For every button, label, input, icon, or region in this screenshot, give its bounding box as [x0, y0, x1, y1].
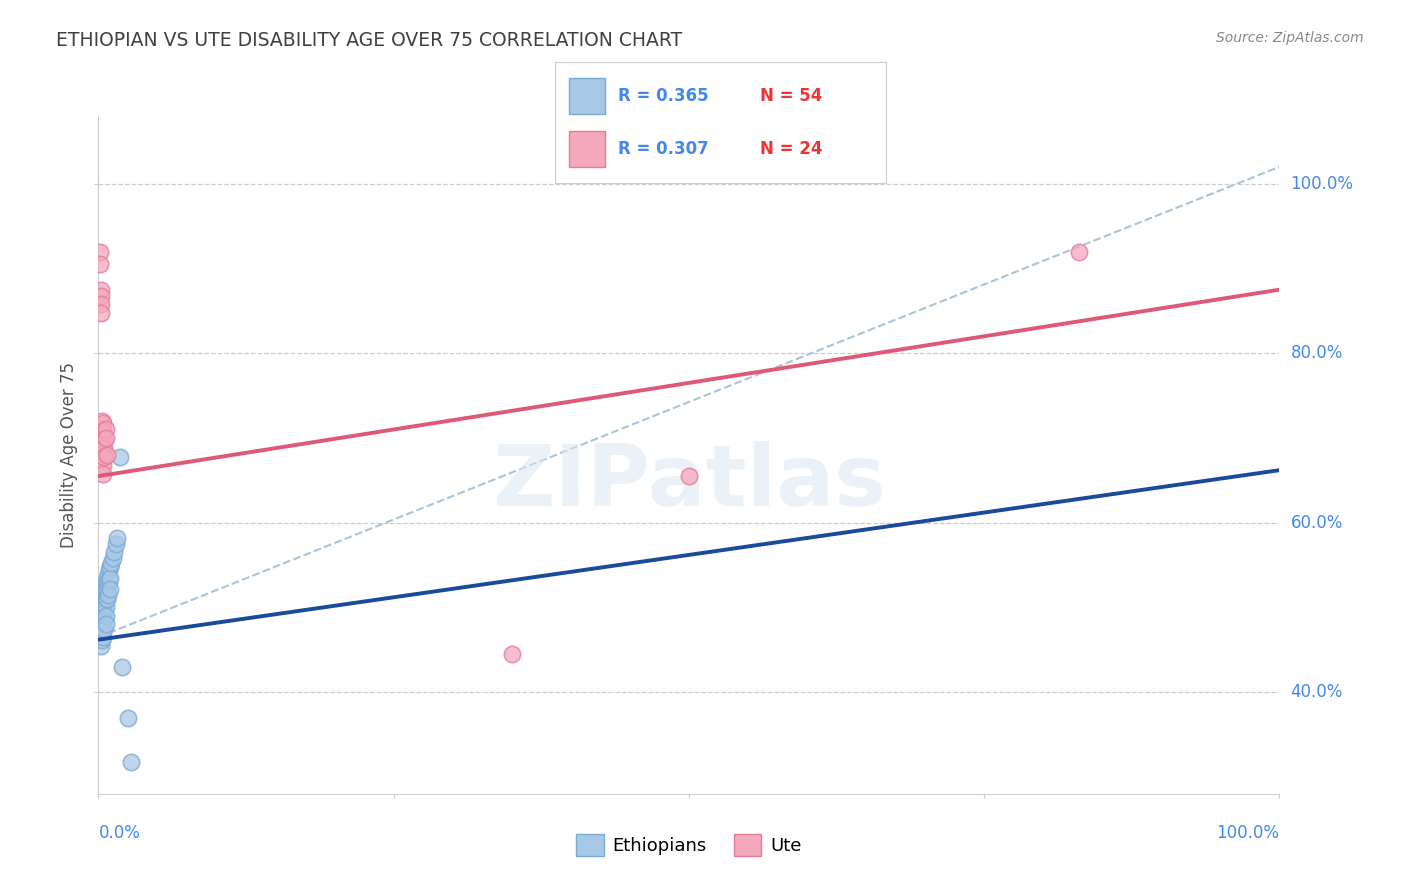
Point [89, 244, 111, 259]
Point [678, 469, 700, 483]
Point [117, 710, 139, 724]
Point [91, 622, 114, 636]
Point [94, 431, 117, 445]
Point [94, 600, 117, 615]
Point [91, 607, 114, 622]
Point [97, 588, 120, 602]
Y-axis label: Disability Age Over 75: Disability Age Over 75 [60, 362, 79, 548]
FancyBboxPatch shape [568, 131, 605, 167]
Point [91, 614, 114, 628]
Point [105, 531, 128, 545]
Point [90, 639, 112, 653]
Point [93, 605, 115, 619]
Point [108, 450, 131, 464]
Point [91, 467, 114, 481]
Point [91, 632, 114, 647]
Text: N = 24: N = 24 [761, 140, 823, 158]
Point [91, 592, 114, 607]
Point [94, 609, 117, 624]
Point [93, 585, 115, 599]
Point [90, 288, 112, 302]
Point [96, 448, 118, 462]
Point [89, 257, 111, 271]
FancyBboxPatch shape [568, 78, 605, 114]
Point [91, 433, 114, 447]
Point [96, 592, 118, 607]
Text: R = 0.365: R = 0.365 [619, 87, 709, 105]
Point [90, 605, 112, 619]
Point [90, 297, 112, 311]
Text: ZIPatlas: ZIPatlas [492, 441, 886, 524]
Point [98, 562, 121, 576]
Point [90, 305, 112, 319]
Point [94, 592, 117, 607]
Point [89, 600, 111, 615]
Point [98, 559, 121, 574]
Point [93, 450, 115, 464]
Point [91, 416, 114, 430]
Point [93, 579, 115, 593]
Point [91, 624, 114, 639]
Point [93, 613, 115, 627]
Point [91, 414, 114, 428]
Point [89, 609, 111, 624]
Point [91, 450, 114, 464]
Point [98, 574, 121, 588]
Point [93, 433, 115, 447]
Point [91, 441, 114, 455]
Point [501, 647, 523, 661]
Point [93, 596, 115, 610]
Point [90, 593, 112, 607]
Point [121, 755, 143, 769]
Point [90, 283, 112, 297]
Point [103, 545, 125, 559]
Point [91, 596, 114, 610]
Point [105, 537, 128, 551]
Point [111, 660, 134, 674]
Point [90, 627, 112, 641]
Point [90, 617, 112, 632]
Point [91, 630, 114, 644]
Point [96, 582, 118, 596]
Point [1067, 244, 1090, 259]
Point [100, 557, 122, 571]
Point [98, 571, 121, 585]
Point [101, 551, 124, 566]
Text: N = 54: N = 54 [761, 87, 823, 105]
Text: 100.0%: 100.0% [1291, 175, 1354, 193]
Point [96, 571, 118, 585]
Text: 0.0%: 0.0% [98, 824, 141, 842]
Point [91, 609, 114, 624]
Text: 80.0%: 80.0% [1291, 344, 1343, 362]
Point [91, 600, 114, 615]
Point [97, 566, 120, 581]
Text: 100.0%: 100.0% [1216, 824, 1279, 842]
Point [94, 423, 117, 437]
Point [94, 583, 117, 598]
Text: 60.0%: 60.0% [1291, 514, 1343, 532]
Point [98, 582, 121, 596]
Legend: Ethiopians, Ute: Ethiopians, Ute [569, 826, 808, 863]
Point [91, 458, 114, 472]
Point [91, 615, 114, 630]
Point [93, 622, 115, 636]
Point [89, 622, 111, 636]
Point [97, 576, 120, 591]
Point [91, 423, 114, 437]
Text: 40.0%: 40.0% [1291, 683, 1343, 701]
Text: ETHIOPIAN VS UTE DISABILITY AGE OVER 75 CORRELATION CHART: ETHIOPIAN VS UTE DISABILITY AGE OVER 75 … [56, 31, 682, 50]
Point [91, 424, 114, 438]
Text: Source: ZipAtlas.com: Source: ZipAtlas.com [1216, 31, 1364, 45]
Point [91, 588, 114, 602]
Point [93, 441, 115, 455]
Point [91, 583, 114, 598]
Point [91, 602, 114, 616]
Point [94, 574, 117, 589]
Text: R = 0.307: R = 0.307 [619, 140, 709, 158]
Point [94, 617, 117, 632]
